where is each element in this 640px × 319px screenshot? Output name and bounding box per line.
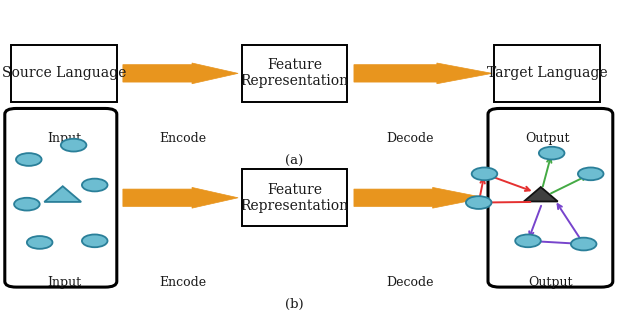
Polygon shape bbox=[354, 63, 492, 84]
Polygon shape bbox=[524, 187, 557, 202]
Circle shape bbox=[466, 196, 492, 209]
Text: Feature
Representation: Feature Representation bbox=[241, 183, 348, 213]
Text: Encode: Encode bbox=[159, 276, 206, 289]
Text: Feature
Representation: Feature Representation bbox=[241, 58, 348, 88]
Text: Decode: Decode bbox=[386, 276, 433, 289]
FancyBboxPatch shape bbox=[242, 169, 347, 226]
Text: Output: Output bbox=[528, 276, 573, 289]
Circle shape bbox=[27, 236, 52, 249]
Text: (a): (a) bbox=[285, 155, 303, 167]
Circle shape bbox=[515, 234, 541, 247]
Circle shape bbox=[14, 198, 40, 211]
Text: (b): (b) bbox=[285, 298, 304, 311]
FancyBboxPatch shape bbox=[494, 45, 600, 102]
FancyBboxPatch shape bbox=[5, 108, 116, 287]
Polygon shape bbox=[44, 186, 81, 202]
Circle shape bbox=[61, 139, 86, 152]
Circle shape bbox=[571, 238, 596, 250]
Polygon shape bbox=[123, 63, 238, 84]
Text: Input: Input bbox=[47, 132, 81, 145]
Text: Target Language: Target Language bbox=[487, 66, 607, 80]
Text: Input: Input bbox=[47, 276, 81, 289]
FancyBboxPatch shape bbox=[242, 45, 347, 102]
Polygon shape bbox=[123, 188, 238, 208]
Circle shape bbox=[16, 153, 42, 166]
Text: Encode: Encode bbox=[159, 132, 206, 145]
Text: Decode: Decode bbox=[386, 132, 433, 145]
Circle shape bbox=[82, 234, 108, 247]
Circle shape bbox=[82, 179, 108, 191]
Polygon shape bbox=[354, 188, 485, 208]
Circle shape bbox=[578, 167, 604, 180]
Circle shape bbox=[539, 147, 564, 160]
Circle shape bbox=[472, 167, 497, 180]
Text: Output: Output bbox=[525, 132, 570, 145]
FancyBboxPatch shape bbox=[12, 45, 116, 102]
FancyBboxPatch shape bbox=[488, 108, 613, 287]
Text: Source Language: Source Language bbox=[2, 66, 126, 80]
